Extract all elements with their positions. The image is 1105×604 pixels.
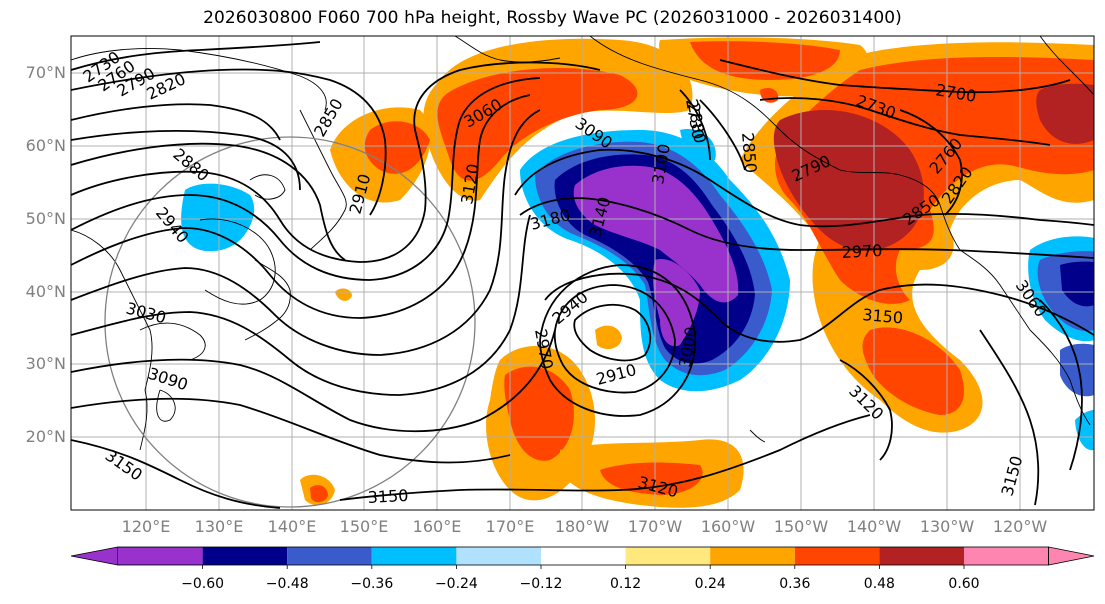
contour-label: 2970 [841, 241, 883, 262]
contour-label: 2850 [738, 132, 760, 174]
colorbar-segment [794, 547, 880, 565]
map-frame [70, 35, 1095, 511]
contour-label: 3150 [367, 486, 409, 507]
colorbar-tick-label: −0.12 [519, 576, 563, 592]
colorbar-segment [964, 547, 1049, 565]
lat-label: 70°N [25, 63, 66, 82]
map-panel: 2730 2760 2790 2820 2850 2880 2910 2940 … [71, 36, 1094, 510]
colorbar-segment [625, 547, 711, 565]
colorbar-tick-label: −0.48 [265, 576, 309, 592]
coastlines [71, 36, 1094, 451]
height-contours [71, 41, 1094, 509]
colorbar-extend-low [70, 546, 119, 566]
lat-label: 40°N [25, 282, 66, 301]
lat-label: 20°N [25, 427, 66, 446]
colorbar-segment [456, 547, 541, 565]
contour-label: 3150 [862, 305, 904, 327]
colorbar-tick-label: 0.36 [779, 576, 811, 592]
colorbar-segment [710, 547, 795, 565]
colorbar-tick-label: −0.24 [434, 576, 478, 592]
plot-title: 2026030800 F060 700 hPa height, Rossby W… [203, 8, 902, 28]
colorbar-tick-label: −0.36 [350, 576, 394, 592]
colorbar-segment [371, 547, 457, 565]
colorbar-segment [287, 547, 372, 565]
lon-label: 170°E [485, 517, 535, 536]
lon-label: 150°W [773, 517, 829, 536]
colorbar [70, 546, 1095, 569]
lon-label: 150°E [339, 517, 389, 536]
lat-label: 60°N [25, 136, 66, 155]
lon-label: 140°W [846, 517, 902, 536]
colorbar-segment [202, 547, 288, 565]
lon-label: 160°W [700, 517, 756, 536]
colorbar-extend-high [1048, 546, 1095, 566]
colorbar-tick-label: 0.48 [863, 576, 895, 592]
lon-label: 180°W [554, 517, 610, 536]
colorbar-segment [541, 547, 626, 565]
lat-label: 50°N [25, 209, 66, 228]
lon-label: 120°E [121, 517, 171, 536]
colorbar-tick-label: −0.60 [181, 576, 225, 592]
colorbar-tick-label: 0.24 [694, 576, 726, 592]
lon-label: 170°W [627, 517, 683, 536]
colorbar-tick-label: 0.12 [610, 576, 642, 592]
colorbar-segment [879, 547, 964, 565]
lon-label: 140°E [267, 517, 317, 536]
lon-label: 120°W [992, 517, 1048, 536]
lon-label: 160°E [412, 517, 462, 536]
lon-label: 130°W [919, 517, 975, 536]
lat-label: 30°N [25, 354, 66, 373]
reference-circle [104, 136, 476, 508]
colorbar-tick-label: 0.60 [948, 576, 980, 592]
lon-label: 130°E [194, 517, 244, 536]
